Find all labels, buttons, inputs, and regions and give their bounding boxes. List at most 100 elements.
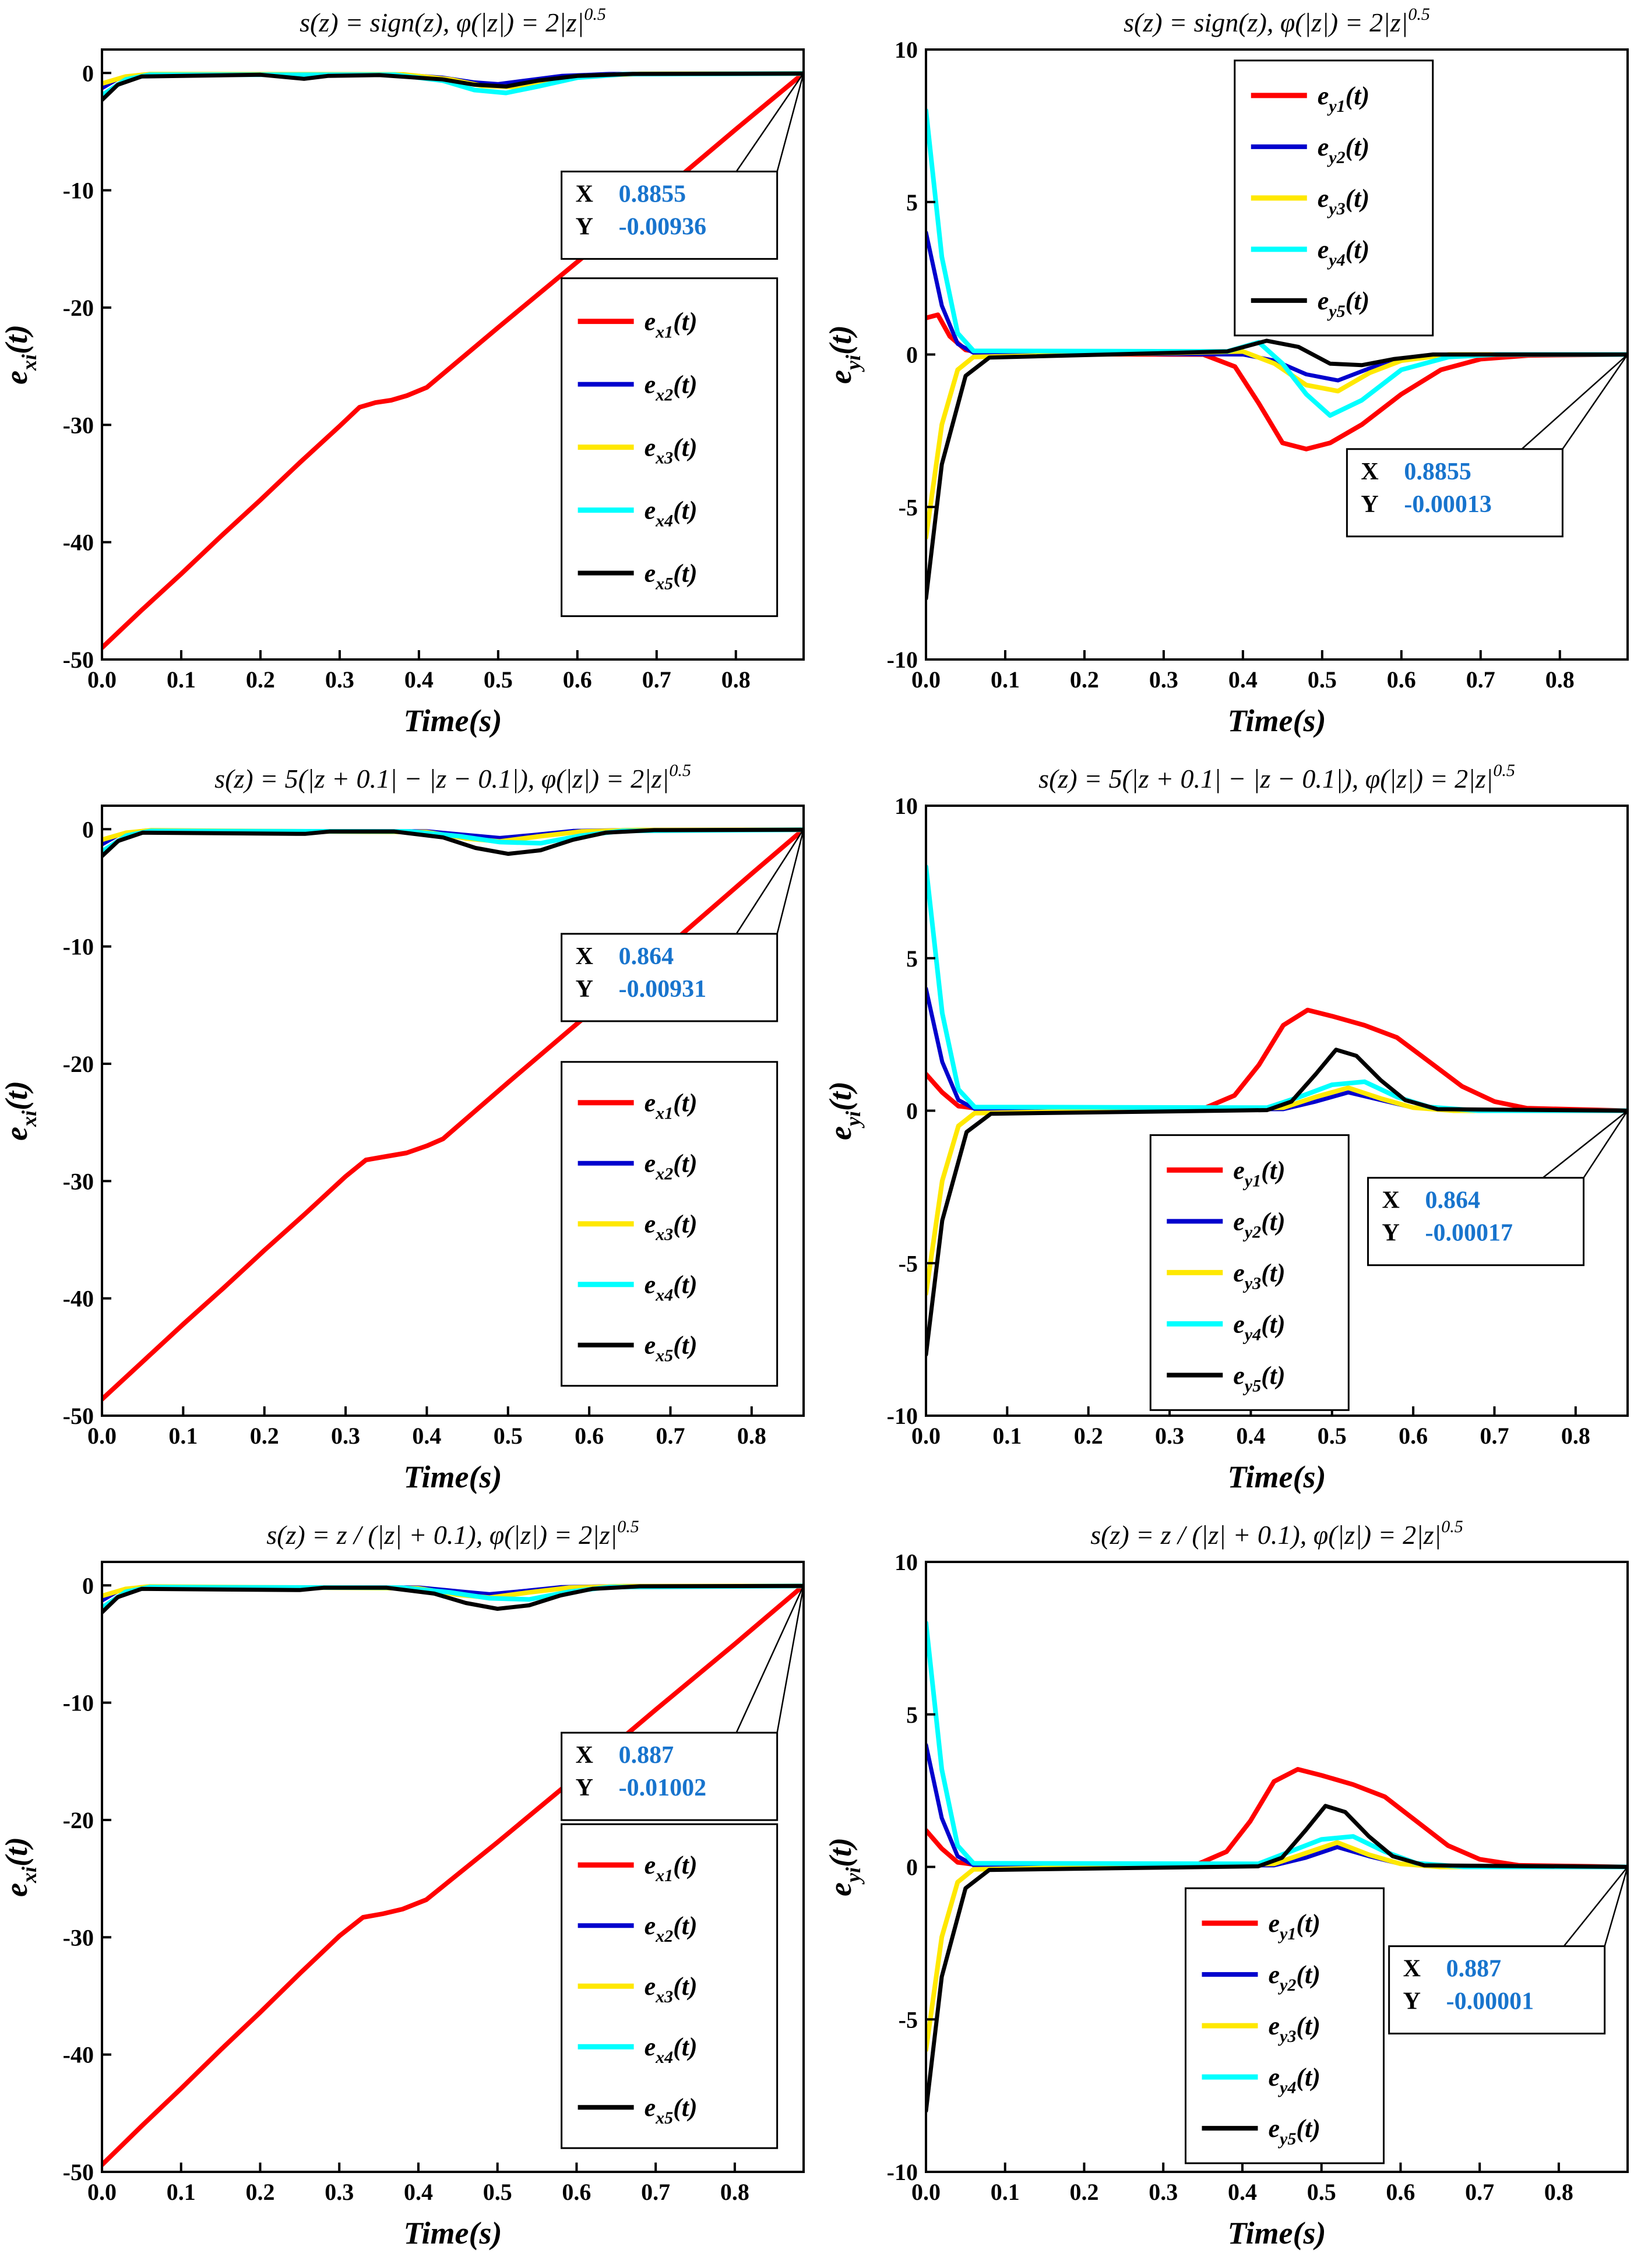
x-tick-label: 0.5 <box>483 2179 512 2205</box>
legend-label: ex5(t) <box>645 2093 698 2128</box>
datatip: X 0.864 Y -0.00017 <box>1367 1110 1629 1267</box>
chart-title: s(z) = 5(|z + 0.1| − |z − 0.1|), φ(|z|) … <box>1038 761 1515 793</box>
panel-exi-sign: s(z) = sign(z), φ(|z|) = 2|z|0.5 0.0 0.1 0.… <box>0 0 824 756</box>
y-tick-label: 0 <box>82 1572 94 1599</box>
y-tick-label: 10 <box>895 1549 918 1575</box>
x-tick-label: 0.3 <box>1149 2179 1178 2205</box>
datatip-value: -0.00931 <box>619 976 707 1003</box>
x-tick-label: 0.6 <box>563 666 592 693</box>
datatip-axis-label: Y <box>1361 491 1378 518</box>
x-tick-label: 0.3 <box>331 1423 360 1449</box>
legend-label: ey5(t) <box>1318 287 1369 321</box>
series-ex5 <box>102 827 804 859</box>
series-ey4 <box>926 108 1628 418</box>
x-tick-label: 0.8 <box>737 1423 766 1449</box>
y-tick-label: 5 <box>906 189 918 216</box>
chart-exi-sign: s(z) = sign(z), φ(|z|) = 2|z|0.50.0 0.1 0.… <box>0 0 824 756</box>
legend: ex1(t) ex2(t) ex3(t) ex4(t) ex5(t) <box>561 277 779 618</box>
y-tick-label: 5 <box>906 1702 918 1728</box>
panel-exi-saturation: s(z) = 5(|z + 0.1| − |z − 0.1|), φ(|z|) … <box>0 756 824 1512</box>
series-ey3 <box>926 1085 1628 1296</box>
datatip-axis-label: X <box>576 1742 593 1769</box>
legend-label: ex3(t) <box>645 1210 698 1244</box>
y-tick-label: -10 <box>887 647 918 673</box>
legend: ey1(t) ey2(t) ey3(t) ey4(t) ey5(t) <box>1234 59 1434 337</box>
panel-eyi-saturation: s(z) = 5(|z + 0.1| − |z − 0.1|), φ(|z|) … <box>824 756 1648 1512</box>
legend-label: ex1(t) <box>645 308 698 342</box>
x-tick-label: 0.3 <box>325 2179 354 2205</box>
legend-label: ex4(t) <box>645 1271 698 1305</box>
legend-label: ex4(t) <box>645 496 698 531</box>
chart-title: s(z) = z / (|z| + 0.1), φ(|z|) = 2|z|0.5 <box>1090 1517 1463 1550</box>
chart-eyi-sign: s(z) = sign(z), φ(|z|) = 2|z|0.50.0 0.1 0.… <box>824 0 1648 756</box>
series-group <box>926 108 1628 601</box>
chart-eyi-rational: s(z) = z / (|z| + 0.1), φ(|z|) = 2|z|0.5… <box>824 1512 1648 2268</box>
datatip-axis-label: X <box>1361 458 1378 485</box>
legend-label: ey5(t) <box>1233 1361 1285 1395</box>
series-group <box>926 864 1628 1357</box>
y-tick-label: -30 <box>63 1168 94 1194</box>
y-tick-label: 10 <box>895 793 918 819</box>
legend-label: ex1(t) <box>645 1851 698 1885</box>
y-axis-label: eyi(t) <box>824 1081 865 1140</box>
x-tick-label: 0.7 <box>642 666 671 693</box>
legend-label: ex1(t) <box>645 1089 698 1123</box>
x-tick-label: 0.2 <box>1069 2179 1098 2205</box>
plot-border <box>101 1561 805 2173</box>
x-tick-label: 0.4 <box>404 2179 433 2205</box>
y-tick-label: -40 <box>63 1286 94 1312</box>
y-tick-label: -10 <box>887 2159 918 2185</box>
legend-label: ey2(t) <box>1268 1960 1320 1995</box>
x-tick-label: 0.3 <box>1155 1423 1184 1449</box>
x-tick-label: 0.1 <box>168 1423 198 1449</box>
x-axis-label: Time(s) <box>404 703 502 738</box>
datatip-box <box>1346 448 1564 538</box>
legend-label: ey1(t) <box>1318 82 1369 116</box>
datatip-value: 0.887 <box>1446 1956 1502 1983</box>
series-ex5 <box>102 71 804 103</box>
y-tick-label: -40 <box>63 2042 94 2068</box>
x-tick-label: 0.1 <box>167 666 196 693</box>
legend-label: ey3(t) <box>1268 2012 1320 2046</box>
datatip-value: -0.00017 <box>1425 1220 1513 1247</box>
panel-exi-rational: s(z) = z / (|z| + 0.1), φ(|z|) = 2|z|0.5… <box>0 1512 824 2268</box>
y-axis-label: exi(t) <box>0 1081 41 1141</box>
datatip-box <box>561 933 779 1022</box>
x-tick-label: 0.0 <box>911 666 941 693</box>
legend-label: ey4(t) <box>1233 1310 1285 1344</box>
x-tick-label: 0.7 <box>641 2179 670 2205</box>
x-axis-label: Time(s) <box>1228 1459 1326 1494</box>
plot-border <box>101 805 805 1417</box>
x-tick-label: 0.5 <box>1318 1423 1347 1449</box>
series-ex5 <box>102 1583 804 1615</box>
datatip-value: 0.864 <box>1425 1187 1481 1214</box>
y-tick-label: -20 <box>63 1807 94 1833</box>
legend-label: ex2(t) <box>645 371 698 405</box>
x-tick-label: 0.4 <box>1228 2179 1257 2205</box>
datatip-value: 0.887 <box>619 1742 674 1769</box>
y-tick-label: -10 <box>63 1690 94 1716</box>
datatip-box <box>1367 1177 1585 1267</box>
datatip-axis-label: Y <box>576 213 593 240</box>
y-tick-label: 0 <box>82 816 94 842</box>
x-tick-label: 0.4 <box>1236 1423 1265 1449</box>
y-axis-label: exi(t) <box>0 1837 41 1897</box>
series-ey3 <box>926 1840 1628 2052</box>
x-tick-label: 0.4 <box>1228 666 1258 693</box>
y-tick-label: -30 <box>63 412 94 438</box>
x-tick-label: 0.8 <box>720 2179 749 2205</box>
x-tick-label: 0.7 <box>656 1423 685 1449</box>
x-tick-label: 0.5 <box>484 666 513 693</box>
x-axis-label: Time(s) <box>1228 2216 1326 2251</box>
x-tick-label: 0.1 <box>167 2179 196 2205</box>
datatip-value: 0.8855 <box>619 181 686 207</box>
x-tick-label: 0.4 <box>404 666 434 693</box>
datatip-box <box>1388 1945 1606 2035</box>
series-ey5 <box>926 1804 1628 2113</box>
x-tick-label: 0.8 <box>1545 666 1575 693</box>
y-tick-label: -10 <box>887 1403 918 1429</box>
x-tick-label: 0.0 <box>87 666 117 693</box>
chart-title: s(z) = 5(|z + 0.1| − |z − 0.1|), φ(|z|) … <box>214 761 691 793</box>
datatip: X 0.864 Y -0.00931 <box>561 828 805 1022</box>
